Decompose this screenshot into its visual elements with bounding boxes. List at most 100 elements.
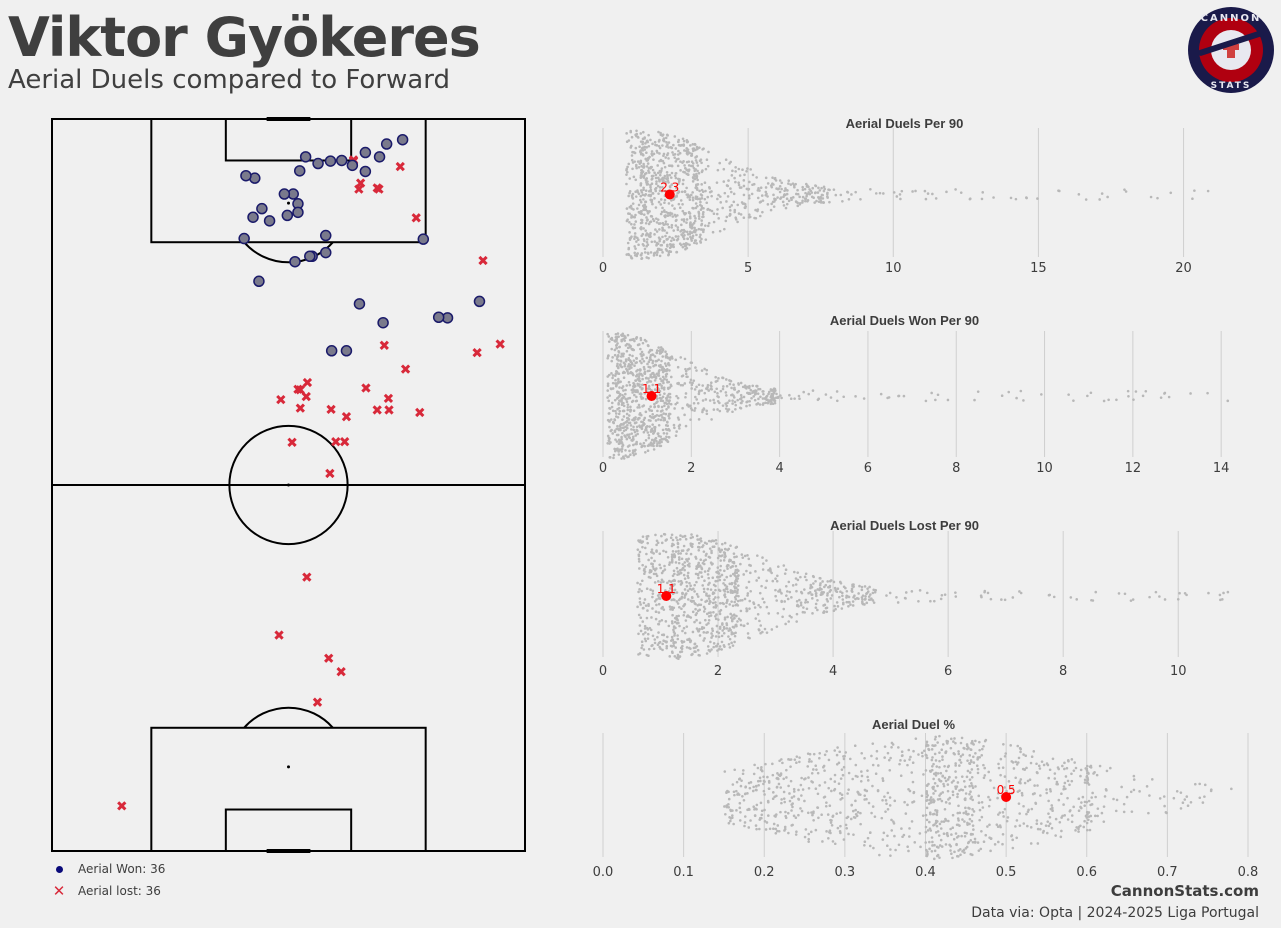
swarm-point <box>970 853 974 857</box>
swarm-point <box>672 238 676 242</box>
panel-title: Aerial Duel % <box>872 717 956 732</box>
swarm-point <box>654 173 658 177</box>
swarm-point <box>674 626 677 630</box>
swarm-point <box>936 772 940 775</box>
swarm-point <box>724 547 727 551</box>
swarm-point <box>730 581 734 585</box>
swarm-point <box>652 396 656 400</box>
swarm-point <box>819 577 822 580</box>
swarm-point <box>960 775 964 778</box>
swarm-point <box>661 409 664 412</box>
swarm-point <box>668 213 672 217</box>
swarm-point <box>723 553 727 556</box>
swarm-point <box>733 571 737 575</box>
swarm-point <box>818 587 822 590</box>
swarm-point <box>777 590 780 593</box>
swarm-point <box>888 796 892 799</box>
swarm-point <box>946 398 950 402</box>
page-subtitle: Aerial Duels compared to Forward <box>8 65 450 95</box>
swarm-point <box>1018 590 1021 593</box>
swarm-point <box>613 353 617 357</box>
swarm-point <box>658 389 662 393</box>
swarm-point <box>636 136 640 139</box>
swarm-point <box>816 792 820 796</box>
swarm-point <box>637 243 640 247</box>
swarm-point <box>729 817 733 820</box>
swarm-point <box>954 188 957 191</box>
swarm-point <box>925 818 929 822</box>
swarm-point <box>934 744 937 747</box>
swarm-point <box>819 593 823 597</box>
swarm-point <box>828 830 831 834</box>
swarm-point <box>689 406 693 410</box>
swarm-point <box>1158 595 1161 598</box>
swarm-point <box>657 418 660 421</box>
swarm-point <box>1074 829 1077 832</box>
swarm-point <box>681 591 684 595</box>
swarm-point <box>646 218 649 222</box>
swarm-point <box>936 853 940 857</box>
swarm-point <box>718 625 722 629</box>
swarm-point <box>729 612 732 616</box>
swarm-point <box>1102 805 1106 808</box>
swarm-point <box>625 342 629 346</box>
swarm-point <box>635 395 638 399</box>
swarm-point <box>767 390 771 394</box>
swarm-point <box>885 802 888 806</box>
swarm-point <box>819 195 823 199</box>
swarm-point <box>886 808 890 811</box>
swarm-point <box>615 364 619 368</box>
swarm-point <box>892 822 896 825</box>
swarm-panel: Aerial Duels Won Per 900 2 4 6 8 10 12 141.1 <box>599 313 1230 476</box>
swarm-point <box>705 631 708 634</box>
swarm-point <box>880 816 884 820</box>
swarm-point <box>634 361 637 365</box>
swarm-point <box>745 404 748 408</box>
swarm-point <box>963 831 967 835</box>
swarm-point <box>861 600 864 604</box>
swarm-point <box>965 775 969 779</box>
swarm-point <box>629 236 633 240</box>
swarm-point <box>863 603 866 606</box>
swarm-point <box>637 557 641 561</box>
swarm-point <box>626 333 630 337</box>
swarm-point <box>666 556 670 559</box>
swarm-point <box>866 769 869 772</box>
swarm-point <box>728 582 732 586</box>
swarm-point <box>633 215 637 219</box>
swarm-point <box>1194 782 1197 786</box>
swarm-point <box>708 547 712 550</box>
swarm-point <box>657 364 661 368</box>
swarm-point <box>1201 801 1205 804</box>
swarm-point <box>796 192 800 196</box>
swarm-point <box>877 764 880 767</box>
swarm-point <box>646 162 650 165</box>
swarm-point <box>716 392 719 395</box>
swarm-point <box>678 605 681 609</box>
swarm-point <box>742 216 746 220</box>
swarm-point <box>656 635 659 639</box>
swarm-point <box>737 584 740 587</box>
swarm-point <box>803 799 806 803</box>
swarm-point <box>663 229 666 232</box>
swarm-point <box>765 192 768 196</box>
swarm-point <box>739 609 743 613</box>
swarm-point <box>636 429 639 433</box>
swarm-point <box>676 237 680 241</box>
swarm-point <box>948 843 951 847</box>
swarm-point <box>658 592 661 596</box>
swarm-point <box>621 354 625 358</box>
swarm-point <box>760 816 763 820</box>
swarm-point <box>612 421 616 425</box>
swarm-point <box>634 379 637 382</box>
swarm-point <box>622 426 626 429</box>
swarm-point <box>667 427 670 431</box>
swarm-point <box>823 753 827 757</box>
swarm-point <box>779 786 783 789</box>
swarm-point <box>1091 791 1094 795</box>
swarm-point <box>764 401 767 405</box>
swarm-point <box>660 397 663 400</box>
swarm-point <box>695 612 699 615</box>
swarm-point <box>750 396 753 400</box>
swarm-point <box>627 435 631 439</box>
